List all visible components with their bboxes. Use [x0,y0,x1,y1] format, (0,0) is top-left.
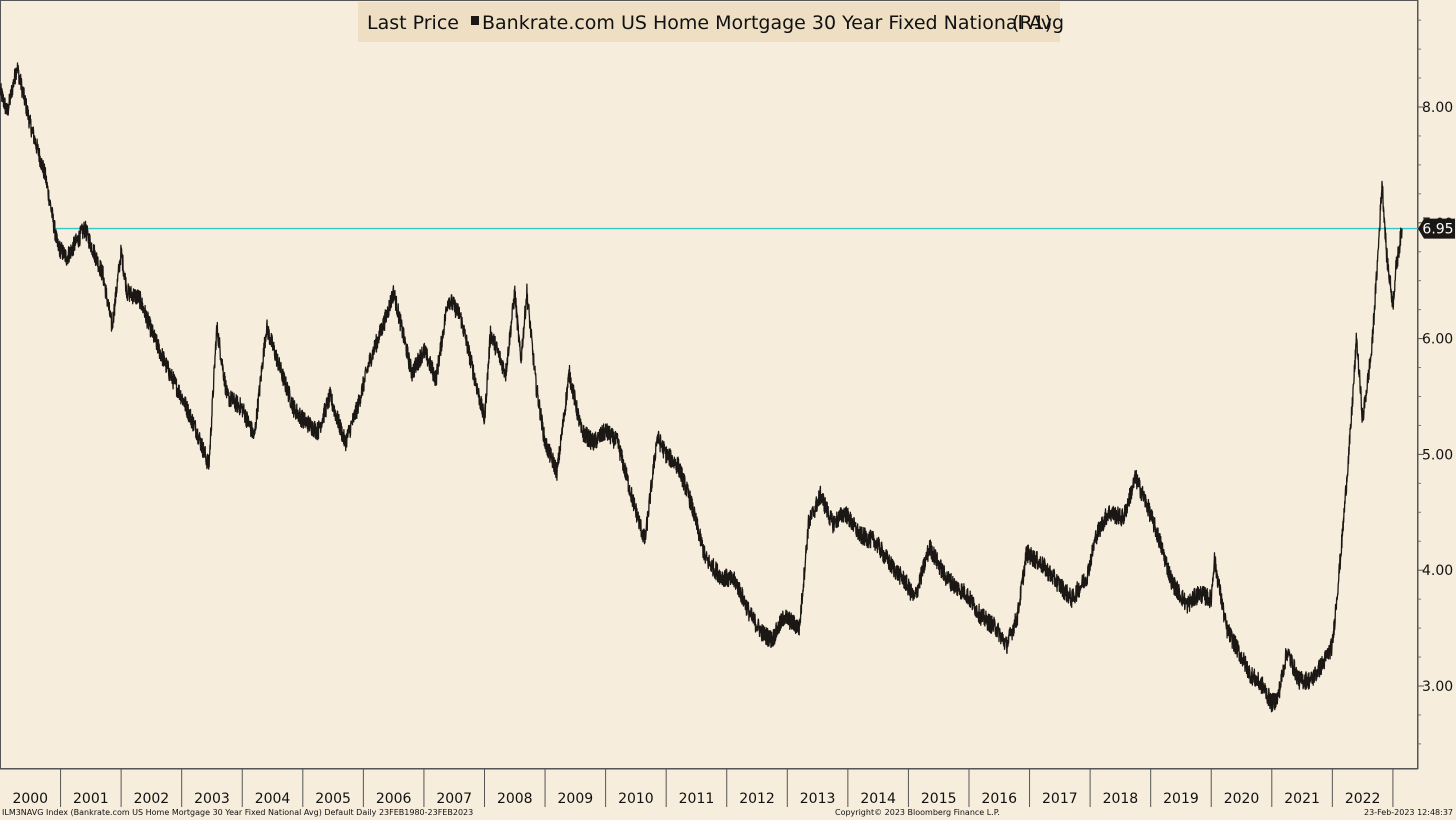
x-tick-label: 2003 [194,791,230,807]
y-tick-label: 5.00 [1422,447,1453,463]
x-tick-label: 2002 [134,791,170,807]
x-tick-label: 2008 [497,791,533,807]
x-axis-ticks: 2000 2001 2002 2003 2004 2005 2006 2007 2008 2009… [12,769,1394,807]
x-tick-label: 2007 [436,791,472,807]
x-tick-label: 2021 [1284,791,1320,807]
y-tick-label: 6.00 [1422,332,1453,348]
footer-copyright: Copyright© 2023 Bloomberg Finance L.P. [835,808,1000,817]
last-value-label-background [1418,218,1455,239]
x-tick-label: 2004 [255,791,291,807]
legend-swatch [471,16,479,25]
bottom-border [0,807,1456,820]
footer-timestamp: 23-Feb-2023 12:48:37 [1364,808,1453,817]
legend-entry-label: Bankrate.com US Home Mortgage 30 Year Fi… [482,12,1064,34]
legend-title: Last Price [367,12,459,34]
legend-entry-axis-tag: (R1) [1012,12,1052,34]
x-tick-label: 2011 [679,791,715,807]
x-tick-label: 2013 [800,791,836,807]
series-line [0,62,1403,713]
x-tick-label: 2010 [618,791,654,807]
footer: ILM3NAVG Index (Bankrate.com US Home Mor… [2,808,1453,817]
x-tick-label: 2019 [1163,791,1199,807]
x-tick-label: 2022 [1345,791,1381,807]
x-tick-label: 2015 [921,791,957,807]
x-tick-label: 2009 [558,791,594,807]
x-tick-label: 2018 [1103,791,1139,807]
legend: Last Price Bankrate.com US Home Mortgage… [358,2,1064,42]
y-tick-label: 4.00 [1422,563,1453,579]
x-tick-label: 2016 [981,791,1017,807]
x-tick-label: 2017 [1042,791,1078,807]
x-tick-label: 2001 [73,791,109,807]
x-tick-label: 2014 [860,791,896,807]
y-tick-label: 3.00 [1422,679,1453,695]
x-tick-label: 2020 [1224,791,1260,807]
last-value-label: 6.95 [1418,218,1455,239]
x-tick-label: 2000 [12,791,48,807]
x-tick-label: 2006 [376,791,412,807]
last-value-label-text: 6.95 [1422,222,1453,238]
x-tick-label: 2012 [739,791,775,807]
y-tick-label: 8.00 [1422,100,1453,116]
footer-source: ILM3NAVG Index (Bankrate.com US Home Mor… [2,808,473,817]
x-tick-label: 2005 [315,791,351,807]
